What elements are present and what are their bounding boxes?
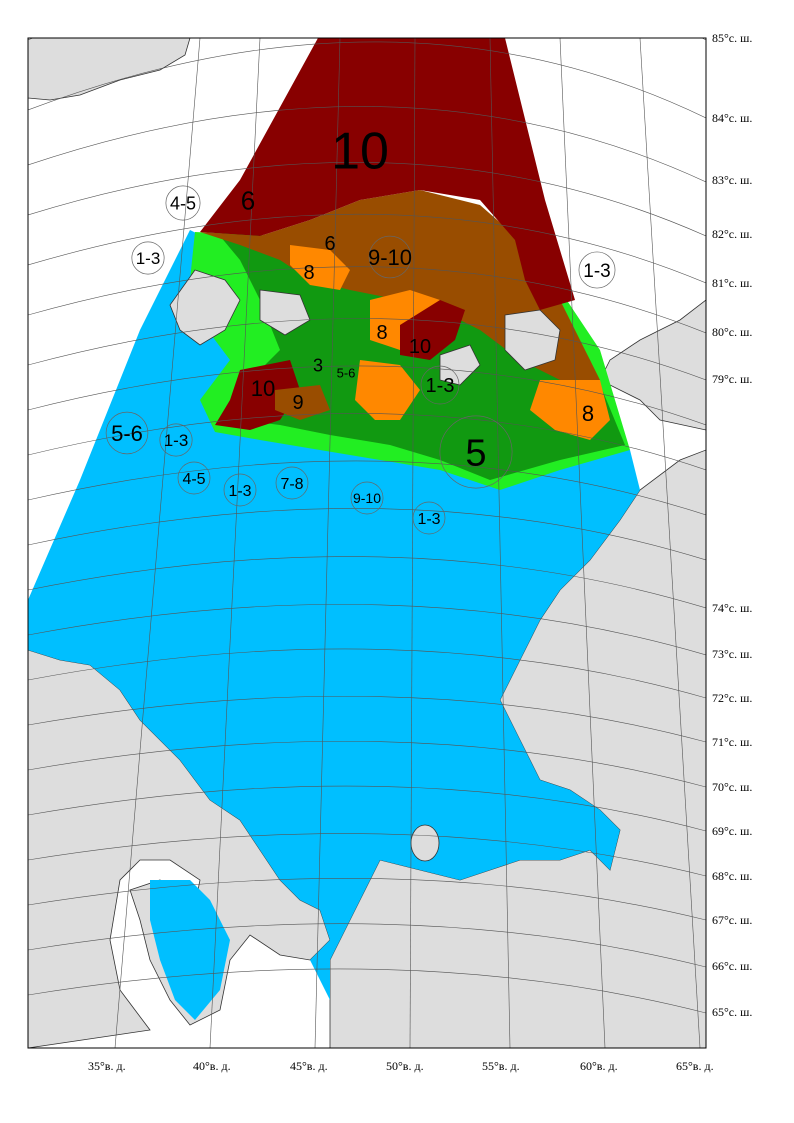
ice-zone-brown (200, 190, 600, 380)
lat-label: 80°с. ш. (712, 325, 752, 339)
zone-label: 10 (409, 336, 431, 358)
zone-label: 9-10 (353, 490, 381, 506)
lat-label: 69°с. ш. (712, 824, 752, 838)
lat-label: 65°с. ш. (712, 1005, 752, 1019)
lat-label: 72°с. ш. (712, 691, 752, 705)
zone-label-circle (159, 423, 193, 457)
zone-label: 8 (303, 262, 314, 284)
lat-label: 85°с. ш. (712, 31, 752, 45)
zone-label: 1-3 (583, 261, 610, 282)
zone-label: 1-3 (136, 249, 161, 268)
land-franz-josef-1 (504, 309, 561, 371)
zone-label-circle (578, 251, 616, 289)
zone-label: 5-6 (337, 366, 356, 381)
zone-label: 4-5 (170, 193, 196, 213)
zone-label-circle (177, 461, 211, 495)
lat-label: 67°с. ш. (712, 913, 752, 927)
zone-label-circle (439, 415, 513, 489)
zone-label-circle (368, 235, 412, 279)
lon-label: 50°в. д. (386, 1059, 424, 1073)
zone-label: 5 (465, 433, 486, 475)
zone-label: 10 (331, 123, 389, 181)
lat-label: 73°с. ш. (712, 647, 752, 661)
lat-label: 81°с. ш. (712, 276, 752, 290)
lat-label: 84°с. ш. (712, 111, 752, 125)
zone-label-circle (412, 501, 446, 535)
land-kolguev-island (410, 824, 440, 862)
zone-label: 6 (241, 185, 255, 215)
land-svalbard-island (259, 289, 311, 336)
lat-label: 66°с. ш. (712, 959, 752, 973)
land-layer (28, 38, 706, 1048)
ice-zone-labels: 10 6 4-5 1-3 6 9-10 8 1-3 8 10 3 5-6 10 9 1-3 8 5-6 1-3 5 4… (105, 123, 616, 535)
zone-label: 9 (292, 392, 303, 414)
water-white-sea (150, 880, 230, 1020)
zone-label: 5-6 (111, 421, 143, 446)
zone-label: 1-3 (417, 511, 440, 528)
land-novaya-zemlya-north (599, 299, 706, 431)
longitude-labels: 35°в. д. 40°в. д. 45°в. д. 50°в. д. 55°в… (88, 1059, 714, 1073)
zone-label-circle (105, 411, 149, 455)
lat-label: 74°с. ш. (712, 601, 752, 615)
ice-zone-darkred (200, 38, 575, 310)
zone-label-circle (165, 185, 201, 221)
ice-patch-brown-1 (275, 385, 330, 420)
lat-label: 83°с. ш. (712, 173, 752, 187)
lat-label: 68°с. ш. (712, 869, 752, 883)
ice-patch-darkred-1 (400, 300, 465, 360)
zone-label: 1-3 (426, 375, 455, 397)
lat-label: 71°с. ш. (712, 735, 752, 749)
lat-label: 82°с. ш. (712, 227, 752, 241)
zone-label-circle (223, 473, 257, 507)
zone-label: 6 (324, 233, 335, 255)
zone-label: 3 (313, 355, 323, 375)
zone-label-circle (131, 241, 165, 275)
zone-label-circle (275, 466, 309, 500)
latitude-labels: 85°с. ш. 84°с. ш. 83°с. ш. 82°с. ш. 81°с… (712, 31, 752, 1019)
zone-label-circle (350, 481, 384, 515)
lon-label: 60°в. д. (580, 1059, 618, 1073)
land-svalbard (28, 38, 191, 101)
lon-label: 55°в. д. (482, 1059, 520, 1073)
ice-patch-orange-3 (355, 360, 420, 420)
zone-label: 10 (251, 376, 275, 401)
ice-patch-orange-4 (530, 380, 610, 440)
ice-patch-darkred-2 (215, 360, 300, 430)
lon-label: 40°в. д. (193, 1059, 231, 1073)
lat-label: 70°с. ш. (712, 780, 752, 794)
zone-label: 9-10 (368, 245, 412, 270)
zone-label: 1-3 (228, 483, 251, 500)
lon-label: 65°в. д. (676, 1059, 714, 1073)
zone-label: 4-5 (182, 471, 205, 488)
lat-label: 79°с. ш. (712, 372, 752, 386)
zone-label: 7-8 (280, 476, 303, 493)
ice-layer (169, 38, 630, 490)
zone-label: 8 (582, 401, 594, 426)
graticule-parallels (28, 38, 706, 1014)
lon-label: 45°в. д. (290, 1059, 328, 1073)
land-svalbard-east (169, 269, 241, 346)
zone-label: 1-3 (164, 431, 189, 450)
map-frame (27, 37, 707, 1049)
lon-label: 35°в. д. (88, 1059, 126, 1073)
zone-label: 8 (376, 322, 387, 344)
zone-label-circle (420, 365, 460, 405)
land-franz-josef-2 (439, 344, 481, 386)
graticule-meridians (114, 38, 701, 1048)
